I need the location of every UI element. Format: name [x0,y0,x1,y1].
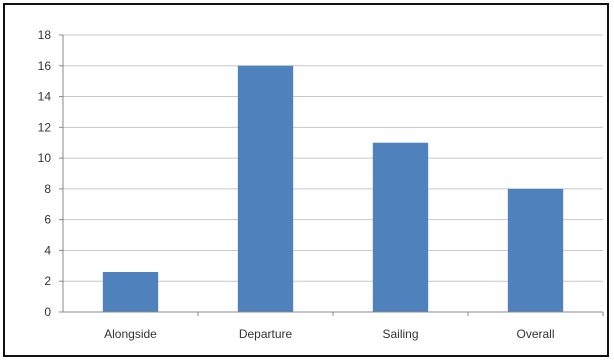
chart-frame: 0 2 4 6 8 10 12 14 16 18 Alongside Departure Sailin… [3,3,609,357]
y-tick-label: 18 [38,28,52,42]
y-tick-label: 12 [38,120,52,134]
gridlines [63,34,603,282]
axes [59,34,604,316]
y-tick-label: 16 [38,59,52,73]
y-tick-label: 6 [44,213,51,227]
bar-overall [507,188,564,312]
bars [102,65,564,313]
x-category-label: Alongside [104,327,157,341]
y-tick-label: 10 [38,151,52,165]
bar-alongside [102,271,159,312]
y-tick-label: 2 [44,274,51,288]
x-category-label: Overall [516,327,554,341]
x-category-label: Sailing [382,327,418,341]
y-tick-label: 8 [44,182,51,196]
y-tick-label: 4 [44,243,51,257]
y-tick-labels: 0 2 4 6 8 10 12 14 16 18 [38,28,52,319]
x-category-labels: Alongside Departure Sailing Overall [104,327,554,341]
bar-chart: 0 2 4 6 8 10 12 14 16 18 Alongside Departure Sailin… [38,28,604,341]
bar-sailing [372,142,429,312]
x-category-label: Departure [239,327,293,341]
y-tick-label: 14 [38,90,52,104]
bar-departure [237,65,294,313]
y-tick-label: 0 [44,305,51,319]
